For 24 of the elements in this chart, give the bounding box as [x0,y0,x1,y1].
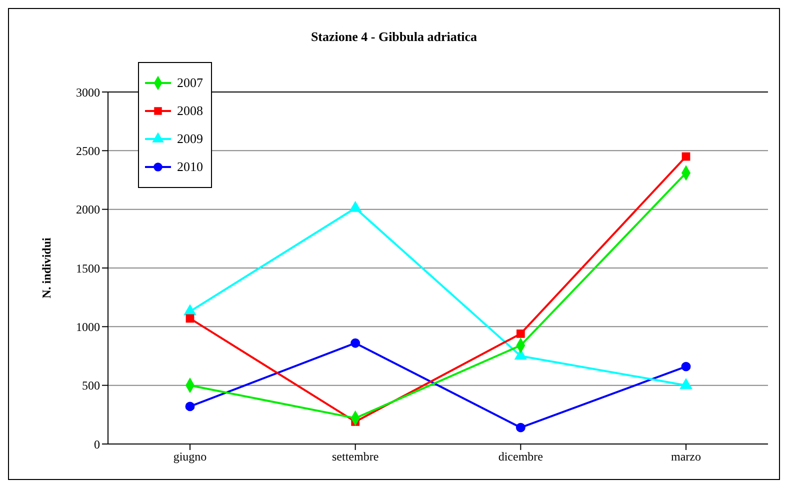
point [516,422,526,432]
point [682,152,690,161]
y-tick-label: 0 [94,437,100,452]
x-tick-label: settembre [332,450,379,464]
y-tick-label: 500 [82,378,100,393]
y-tick-label: 2000 [76,202,100,217]
point [681,362,691,372]
legend-label: 2008 [177,103,203,119]
y-tick-label: 1000 [76,320,100,334]
chart-title: Stazione 4 - Gibbula adriatica [310,29,478,45]
x-tick-label: dicembre [498,450,543,464]
point [516,330,525,338]
x-tick-label: giugno [173,450,207,464]
point [185,402,195,412]
y-axis-title: N. individui [39,236,54,298]
y-tick-label: 2500 [76,144,100,158]
y-tick-label: 3000 [76,85,100,100]
point [350,338,360,348]
legend-label: 2007 [177,75,203,91]
legend-label: 2009 [177,131,203,147]
y-tick-label: 1500 [76,261,100,276]
legend-label: 2010 [177,159,203,175]
x-tick-label: marzo [671,450,701,464]
point [186,314,194,323]
